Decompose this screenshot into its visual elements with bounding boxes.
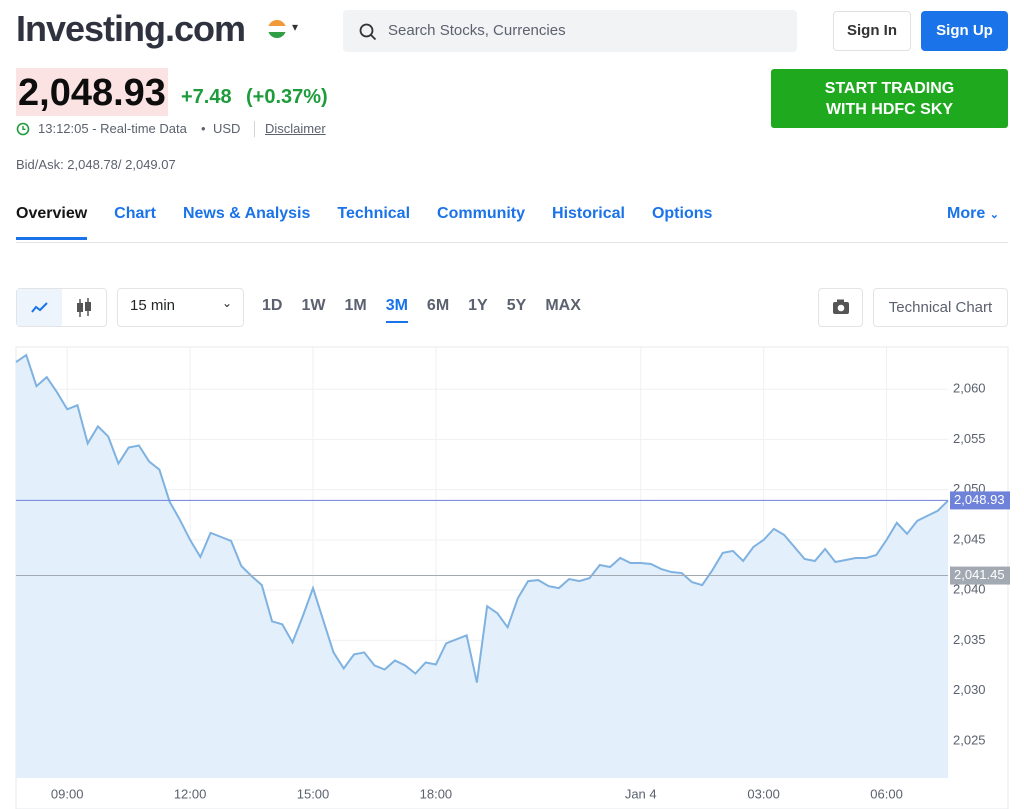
candle-mode-button[interactable] bbox=[62, 289, 106, 326]
interval-select[interactable]: 15 min ⌄ bbox=[117, 288, 244, 327]
flag-icon[interactable] bbox=[268, 20, 286, 38]
reference-label: 2,048.93 bbox=[954, 492, 1005, 507]
chart-type-toggle bbox=[16, 288, 107, 327]
reference-label-bg bbox=[950, 491, 1010, 510]
tab[interactable]: Overview bbox=[16, 205, 88, 240]
clock-icon bbox=[16, 122, 30, 136]
range-button[interactable]: MAX bbox=[545, 297, 581, 314]
tab[interactable]: Chart bbox=[114, 205, 156, 222]
y-tick-label: 2,045 bbox=[953, 531, 986, 546]
range-button[interactable]: 5Y bbox=[506, 297, 527, 314]
tab-bar: Overview Chart News & Analysis Technical Com… bbox=[16, 205, 712, 240]
y-tick-label: 2,030 bbox=[953, 682, 986, 697]
disclaimer-link[interactable]: Disclaimer bbox=[265, 121, 326, 136]
y-tick-label: 2,060 bbox=[953, 381, 986, 396]
sign-up-button[interactable]: Sign Up bbox=[921, 11, 1008, 51]
bid-ask: Bid/Ask: 2,048.78/ 2,049.07 bbox=[16, 157, 176, 172]
range-button[interactable]: 3M bbox=[385, 297, 408, 323]
x-tick-label: 12:00 bbox=[174, 786, 207, 801]
x-tick-label: 15:00 bbox=[297, 786, 330, 801]
sign-in-button[interactable]: Sign In bbox=[833, 11, 911, 51]
reference-label-bg bbox=[950, 566, 1010, 585]
range-bar: 1D 1W 1M 3M 6M 1Y 5Y MAX bbox=[262, 297, 581, 323]
candle-icon bbox=[77, 298, 91, 317]
tab[interactable]: Options bbox=[651, 205, 713, 222]
range-button[interactable]: 1Y bbox=[468, 297, 488, 314]
tab[interactable]: Historical bbox=[552, 205, 625, 222]
caret[interactable]: ▾ bbox=[292, 20, 299, 34]
tab[interactable]: Community bbox=[437, 205, 526, 222]
change: +7.48 bbox=[181, 86, 232, 108]
x-tick-label: 06:00 bbox=[870, 786, 903, 801]
x-tick-label: Jan 4 bbox=[625, 786, 657, 801]
interval-label[interactable]: 15 min bbox=[130, 297, 176, 314]
y-tick-label: 2,025 bbox=[953, 732, 986, 747]
x-tick-label: 18:00 bbox=[420, 786, 453, 801]
reference-label: 2,041.45 bbox=[954, 567, 1005, 582]
change-percent: (+0.37%) bbox=[246, 86, 328, 108]
range-button[interactable]: 1D bbox=[262, 297, 283, 314]
tab[interactable]: Technical bbox=[337, 205, 411, 222]
tab-rule bbox=[16, 242, 1008, 243]
y-tick-label: 2,055 bbox=[953, 431, 986, 446]
cta-button[interactable]: START TRADING WITH HDFC SKY bbox=[771, 69, 1008, 128]
camera-icon bbox=[833, 299, 849, 314]
x-tick-label: 09:00 bbox=[51, 786, 84, 801]
price: 2,048.93 bbox=[16, 68, 168, 116]
dot: • bbox=[201, 121, 206, 136]
search-icon bbox=[359, 23, 377, 41]
logo[interactable]: Investing.com bbox=[16, 8, 246, 49]
select-caret: ⌄ bbox=[222, 296, 233, 310]
search-placeholder: Search Stocks, Currencies bbox=[388, 22, 566, 39]
range-button[interactable]: 6M bbox=[426, 297, 450, 314]
technical-chart-button[interactable]: Technical Chart bbox=[873, 288, 1008, 327]
x-tick-label: 03:00 bbox=[747, 786, 780, 801]
snapshot-button[interactable] bbox=[818, 288, 863, 327]
currency: USD bbox=[213, 121, 241, 136]
y-tick-label: 2,035 bbox=[953, 632, 986, 647]
more-menu[interactable]: More ⌄ bbox=[947, 205, 999, 222]
y-tick-label: 2,040 bbox=[953, 582, 986, 597]
tab[interactable]: News & Analysis bbox=[182, 205, 311, 222]
price-line bbox=[15, 353, 949, 683]
divider bbox=[254, 121, 255, 137]
line-mode-button[interactable] bbox=[17, 289, 62, 326]
time: 13:12:05 - Real-time Data bbox=[38, 121, 187, 136]
range-button[interactable]: 1M bbox=[344, 297, 367, 314]
area bbox=[16, 355, 948, 778]
price-chart: 2,0252,0302,0352,0402,0452,0502,0552,060… bbox=[15, 346, 1010, 809]
search-box[interactable]: Search Stocks, Currencies bbox=[343, 10, 797, 52]
range-button[interactable]: 1W bbox=[301, 297, 326, 314]
more-label[interactable]: More bbox=[947, 205, 986, 222]
line-icon bbox=[31, 302, 48, 313]
